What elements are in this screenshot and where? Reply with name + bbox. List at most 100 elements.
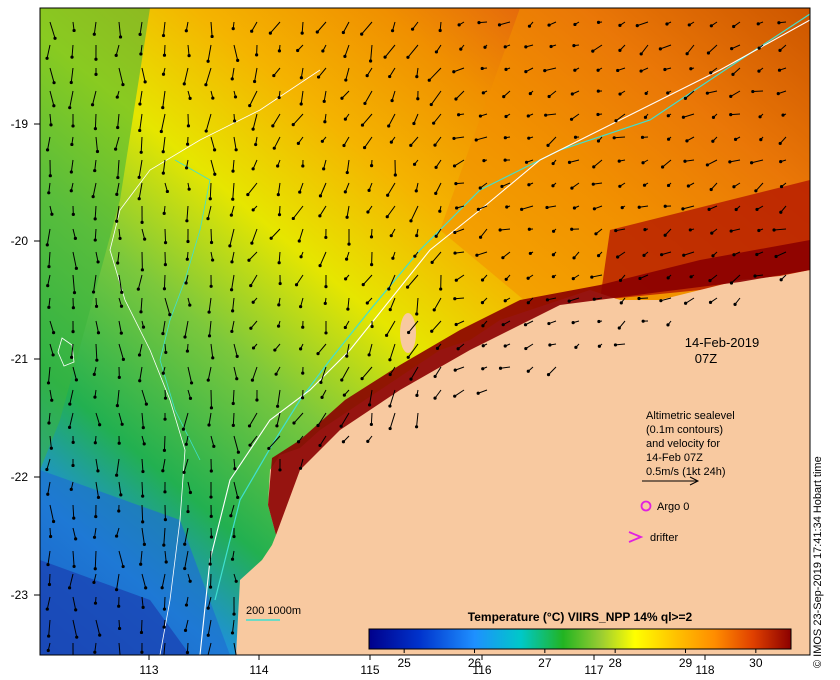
velocity-arrow-head [728,160,732,164]
velocity-arrow [569,159,580,163]
velocity-arrow [92,90,97,105]
velocity-arrow [95,481,99,498]
velocity-arrow-head [389,234,393,238]
velocity-arrow-head [360,377,364,381]
velocity-arrow [210,228,213,243]
velocity-arrow [208,297,212,313]
velocity-arrow-head [141,494,145,498]
velocity-arrow [95,412,101,425]
velocity-arrow-head [141,469,145,474]
velocity-arrow-head [228,244,232,248]
velocity-arrow-head [614,119,618,123]
velocity-arrow-head [663,233,667,237]
velocity-arrow [300,458,304,469]
velocity-arrow-head [189,381,194,385]
velocity-arrow-head [91,195,95,199]
velocity-arrow-head [184,603,189,607]
velocity-arrow-head [74,266,78,270]
date-label: 14-Feb-2019 [685,335,759,350]
velocity-arrow-head [251,300,255,304]
velocity-arrow [72,596,77,610]
velocity-arrow [92,182,97,197]
velocity-arrow [433,113,442,124]
velocity-arrow-head [115,95,119,99]
velocity-arrow-head [301,371,305,375]
sealevel-contour [57,337,75,367]
velocity-arrow [115,44,120,56]
velocity-arrow [593,159,603,168]
velocity-arrow-head [183,335,187,339]
velocity-arrow-head [545,205,549,210]
velocity-arrow-head [660,165,665,169]
velocity-arrow-head [186,124,191,128]
velocity-arrow-head [524,160,529,164]
velocity-vectors [45,20,787,661]
velocity-arrow-head [476,207,480,211]
velocity-arrow [389,412,396,429]
velocity-arrow-head [596,89,600,93]
velocity-arrow-head [138,379,142,383]
velocity-arrow-head [184,442,188,446]
velocity-arrow-head [343,117,347,121]
velocity-arrow-head [70,355,74,359]
velocity-arrow-head [185,349,190,353]
velocity-arrow-head [481,324,485,328]
velocity-arrow-head [205,658,208,661]
velocity-arrow-head [369,235,374,239]
velocity-arrow-head [161,106,165,110]
velocity-arrow [141,527,145,545]
velocity-arrow-head [547,94,551,99]
velocity-arrow-head [454,97,458,101]
velocity-arrow-head [267,446,271,451]
velocity-arrow [95,343,98,361]
sst-field [40,8,810,661]
velocity-arrow [434,136,442,146]
velocity-arrow-head [504,277,508,281]
velocity-arrow [162,458,166,471]
velocity-arrow-head [412,121,416,126]
velocity-arrow [430,90,442,105]
cold-core-southwest [40,560,190,655]
velocity-arrow [46,228,51,245]
velocity-arrow [273,136,281,149]
velocity-arrow-head [620,206,624,210]
velocity-arrow [388,274,396,290]
velocity-arrow-head [527,183,531,187]
velocity-arrow [545,113,557,116]
velocity-arrow-head [318,214,322,218]
velocity-arrow-head [251,208,255,212]
velocity-arrow-head [343,190,347,194]
velocity-arrow-head [255,53,259,57]
velocity-arrow-head [429,102,433,107]
velocity-arrow-head [162,448,167,452]
velocity-arrow-head [93,601,98,605]
velocity-arrow-head [47,582,52,587]
velocity-arrow [141,67,146,83]
velocity-arrow-head [301,164,305,168]
velocity-arrow-head [233,95,238,99]
velocity-arrow [730,90,741,97]
velocity-arrow [660,297,672,302]
velocity-arrow-head [570,92,574,96]
velocity-arrow [499,21,511,26]
velocity-arrow-head [229,288,234,292]
velocity-arrow [384,44,396,58]
velocity-arrow-head [208,562,212,566]
velocity-arrow-head [344,257,349,261]
velocity-arrow-head [144,402,148,406]
velocity-arrow-head [184,166,189,170]
velocity-arrow-head [501,256,505,260]
velocity-arrow [277,182,281,195]
velocity-arrow [160,113,166,132]
velocity-arrow-head [384,333,389,337]
velocity-arrow-head [524,45,528,49]
velocity-arrow-head [92,372,96,376]
velocity-arrow-head [452,136,456,141]
sealevel-contour [109,69,321,655]
velocity-arrow-head [572,256,576,260]
velocity-arrow [270,228,281,239]
velocity-arrow-head [206,378,210,382]
velocity-arrow-head [160,586,164,590]
velocity-arrow-head [751,89,755,94]
velocity-arrow-head [159,129,163,134]
